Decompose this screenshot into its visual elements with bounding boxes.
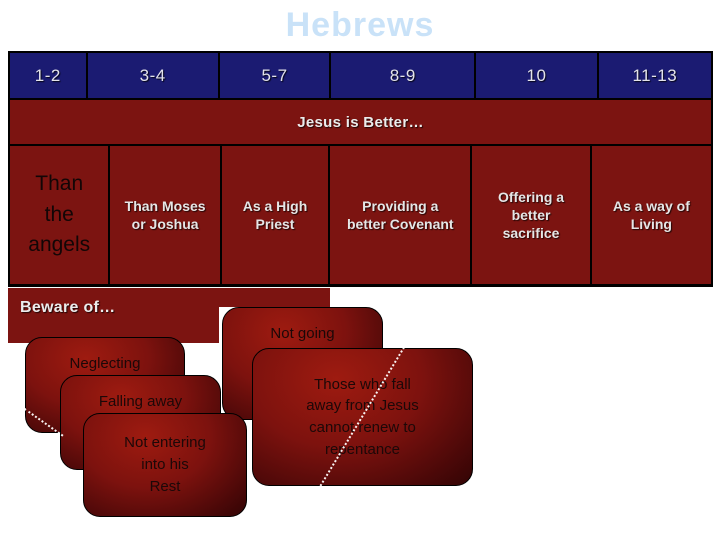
warning-text: Not entering into his Rest [124, 434, 206, 495]
warning-box-cannot-renew: Those who fall away from Jesus cannot rene… [252, 348, 473, 486]
chapter-cell-5: 10 [476, 53, 599, 98]
beware-bar: Beware of… [8, 288, 219, 343]
warning-text: Neglecting [69, 355, 141, 372]
chapter-cell-6: 11-13 [598, 53, 711, 98]
banner-jesus-is-better: Jesus is Better… [10, 98, 711, 146]
better-cell-covenant: Providing a better Covenant [330, 146, 473, 284]
better-than-row: Than the angels Than Moses or Joshua As a H… [10, 146, 711, 284]
chapter-cell-2: 3-4 [87, 53, 220, 98]
better-cell-sacrifice: Offering a better sacrifice [472, 146, 592, 284]
warning-box-not-entering-rest: Not entering into his Rest [83, 413, 247, 517]
better-cell-priest: As a High Priest [221, 146, 331, 284]
warning-text: Those who fall away from Jesus cannot rene… [306, 375, 419, 458]
chapter-cell-1: 1-2 [10, 53, 88, 98]
beware-label: Beware of… [20, 299, 116, 316]
chapters-header-row: 1-2 3-4 5-7 8-9 10 11-13 [10, 53, 711, 98]
better-cell-moses: Than Moses or Joshua [110, 146, 222, 284]
warning-text: Not going [270, 325, 335, 342]
page-title: Hebrews [285, 6, 435, 44]
warning-text: Falling away [98, 393, 183, 410]
better-cell-living: As a way of Living [591, 146, 711, 284]
hebrews-table: 1-2 3-4 5-7 8-9 10 11-13 Jesus is Better… [8, 51, 713, 287]
chapter-cell-3: 5-7 [219, 53, 332, 98]
chapter-cell-4: 8-9 [331, 53, 477, 98]
better-cell-angels: Than the angels [10, 146, 111, 284]
